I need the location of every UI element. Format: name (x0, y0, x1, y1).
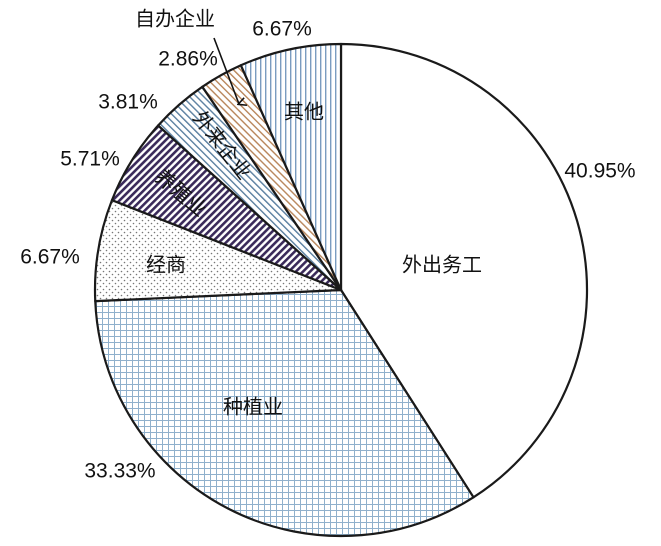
slice-qita (239, 42, 343, 292)
percent-label-yangzhi-ye: 5.71% (60, 148, 120, 171)
percent-label-jingshang: 6.67% (20, 246, 80, 269)
slice-zhongzhi-ye (94, 288, 475, 538)
percent-label-waichu-wugong: 40.95% (564, 160, 635, 183)
percent-label-zhongzhi-ye: 33.33% (84, 460, 155, 483)
percent-label-ziban-qiye: 2.86% (158, 48, 218, 71)
category-label-qita: 其他 (284, 100, 324, 124)
percent-label-wailai-qiye: 3.81% (98, 91, 158, 114)
category-label-waichu-wugong: 外出务工 (402, 253, 482, 277)
callout-arrow (213, 37, 239, 104)
category-label-zhongzhi-ye: 种植业 (223, 395, 283, 419)
percent-label-qita: 6.67% (252, 18, 312, 41)
slices (93, 42, 589, 538)
category-label-jingshang: 经商 (146, 253, 186, 277)
category-label-ziban-qiye: 自办企业 (135, 7, 215, 31)
slice-waichu-wugong (339, 42, 589, 499)
